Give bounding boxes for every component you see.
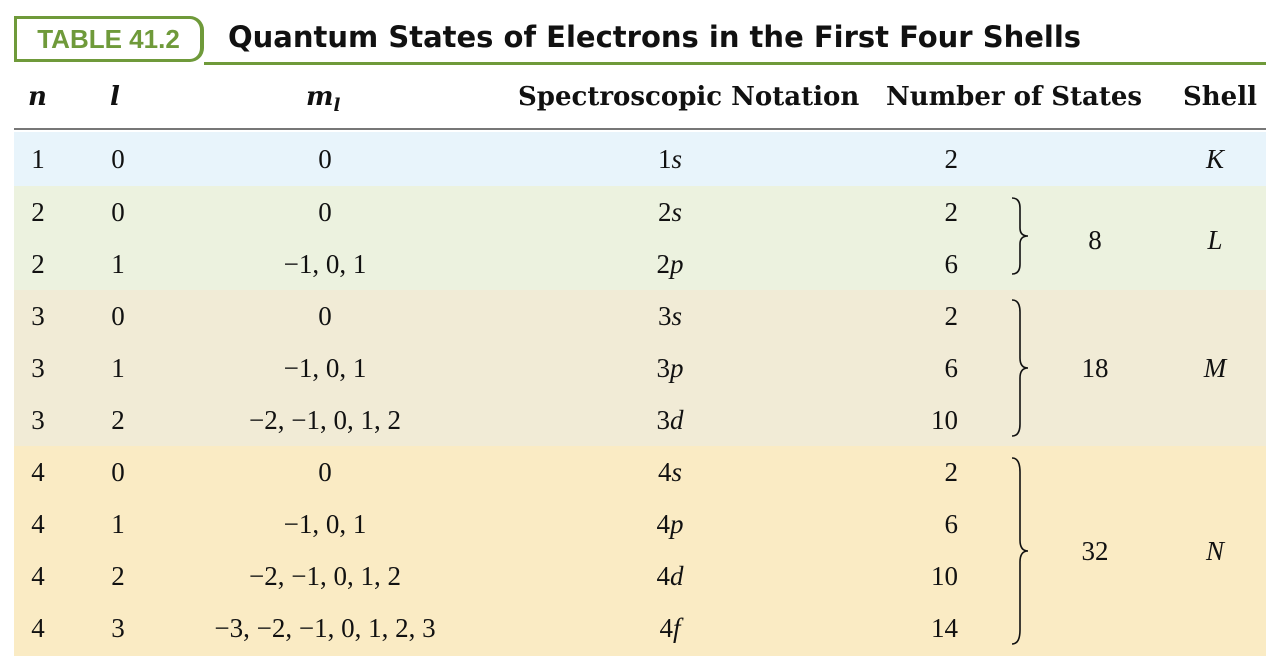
cell-l: 1 <box>111 509 125 539</box>
cell-ml: 0 <box>318 144 332 174</box>
cell-ml: −1, 0, 1 <box>283 509 367 539</box>
cell-n: 4 <box>31 613 45 643</box>
cell-ml: 0 <box>318 301 332 331</box>
cell-ml: 0 <box>318 457 332 487</box>
notation-letter: f <box>672 613 681 643</box>
cell-notation: 4d <box>600 561 740 591</box>
shell-m-label: M <box>1203 353 1227 383</box>
cell-n: 1 <box>31 144 45 174</box>
cell-ml: −1, 0, 1 <box>283 353 367 383</box>
cell-l: 0 <box>111 457 125 487</box>
notation-number: 4 <box>656 561 671 591</box>
cell-ml: −2, −1, 0, 1, 2 <box>249 561 401 591</box>
shell-n-brace <box>1011 457 1029 645</box>
cell-states: 14 <box>931 613 958 643</box>
notation-number: 4 <box>657 457 672 487</box>
notation-letter: d <box>670 405 684 435</box>
cell-ml: −2, −1, 0, 1, 2 <box>249 405 401 435</box>
shell-l-brace <box>1011 197 1029 275</box>
cell-notation: 3s <box>600 301 740 331</box>
cell-n: 3 <box>31 405 45 435</box>
cell-n: 4 <box>31 457 45 487</box>
header-shell: Shell <box>1183 82 1257 112</box>
cell-l: 1 <box>111 353 125 383</box>
cell-l: 0 <box>111 197 125 227</box>
cell-states: 6 <box>944 249 959 279</box>
cell-n: 2 <box>31 197 45 227</box>
notation-number: 2 <box>656 249 671 279</box>
header-l: l <box>110 82 120 112</box>
cell-n: 4 <box>31 509 45 539</box>
header-ml-base: m <box>306 82 334 112</box>
shell-l-total: 8 <box>1088 225 1102 255</box>
cell-l: 2 <box>111 405 125 435</box>
shell-band-n <box>14 446 1266 656</box>
cell-n: 3 <box>31 353 45 383</box>
notation-number: 1 <box>657 144 672 174</box>
cell-l: 1 <box>111 249 125 279</box>
notation-number: 2 <box>657 197 672 227</box>
shell-m-total: 18 <box>1081 353 1109 383</box>
cell-states: 2 <box>944 457 959 487</box>
header-n: n <box>28 82 47 112</box>
cell-notation: 1s <box>600 144 740 174</box>
cell-states: 2 <box>944 301 959 331</box>
shell-band-m <box>14 290 1266 446</box>
cell-l: 3 <box>111 613 125 643</box>
cell-l: 0 <box>111 144 125 174</box>
cell-states: 6 <box>944 509 959 539</box>
cell-notation: 3d <box>600 405 740 435</box>
shell-n-label: N <box>1205 536 1224 566</box>
cell-n: 2 <box>31 249 45 279</box>
header-divider <box>14 128 1266 130</box>
cell-states: 10 <box>931 405 958 435</box>
table-title-bar: TABLE 41.2 Quantum States of Electrons i… <box>14 12 1266 68</box>
cell-notation: 2p <box>600 249 740 279</box>
shell-k-label: K <box>1205 144 1224 174</box>
notation-number: 4 <box>659 613 673 643</box>
notation-number: 4 <box>656 509 671 539</box>
notation-letter: p <box>670 249 684 279</box>
shell-n-total: 32 <box>1081 536 1109 566</box>
cell-ml: −3, −2, −1, 0, 1, 2, 3 <box>214 613 436 643</box>
title-underline <box>204 62 1266 65</box>
cell-notation: 3p <box>600 353 740 383</box>
notation-letter: s <box>671 457 682 487</box>
notation-number: 3 <box>656 353 671 383</box>
notation-letter: p <box>670 353 684 383</box>
notation-letter: s <box>671 144 682 174</box>
shell-m-brace <box>1011 299 1029 437</box>
notation-number: 3 <box>656 405 671 435</box>
shell-l-label: L <box>1207 225 1223 255</box>
header-ml: ml <box>306 82 340 122</box>
cell-notation: 4f <box>600 613 740 643</box>
notation-letter: s <box>671 301 682 331</box>
cell-notation: 2s <box>600 197 740 227</box>
notation-letter: p <box>670 509 684 539</box>
header-notation: Spectroscopic Notation <box>518 82 860 112</box>
cell-n: 4 <box>31 561 45 591</box>
cell-ml: −1, 0, 1 <box>283 249 367 279</box>
notation-letter: d <box>670 561 684 591</box>
shell-band-l <box>14 186 1266 290</box>
header-ml-subscript: l <box>333 95 341 117</box>
shell-band-k <box>14 132 1266 186</box>
cell-states: 2 <box>944 197 959 227</box>
cell-l: 0 <box>111 301 125 331</box>
notation-letter: s <box>671 197 682 227</box>
cell-n: 3 <box>31 301 45 331</box>
table-number-badge: TABLE 41.2 <box>14 16 204 62</box>
cell-notation: 4p <box>600 509 740 539</box>
cell-states: 10 <box>931 561 958 591</box>
cell-l: 2 <box>111 561 125 591</box>
cell-ml: 0 <box>318 197 332 227</box>
table-title: Quantum States of Electrons in the First… <box>228 20 1082 54</box>
header-states: Number of States <box>886 82 1143 112</box>
cell-states: 6 <box>944 353 959 383</box>
cell-notation: 4s <box>600 457 740 487</box>
cell-states: 2 <box>944 144 959 174</box>
notation-number: 3 <box>657 301 672 331</box>
